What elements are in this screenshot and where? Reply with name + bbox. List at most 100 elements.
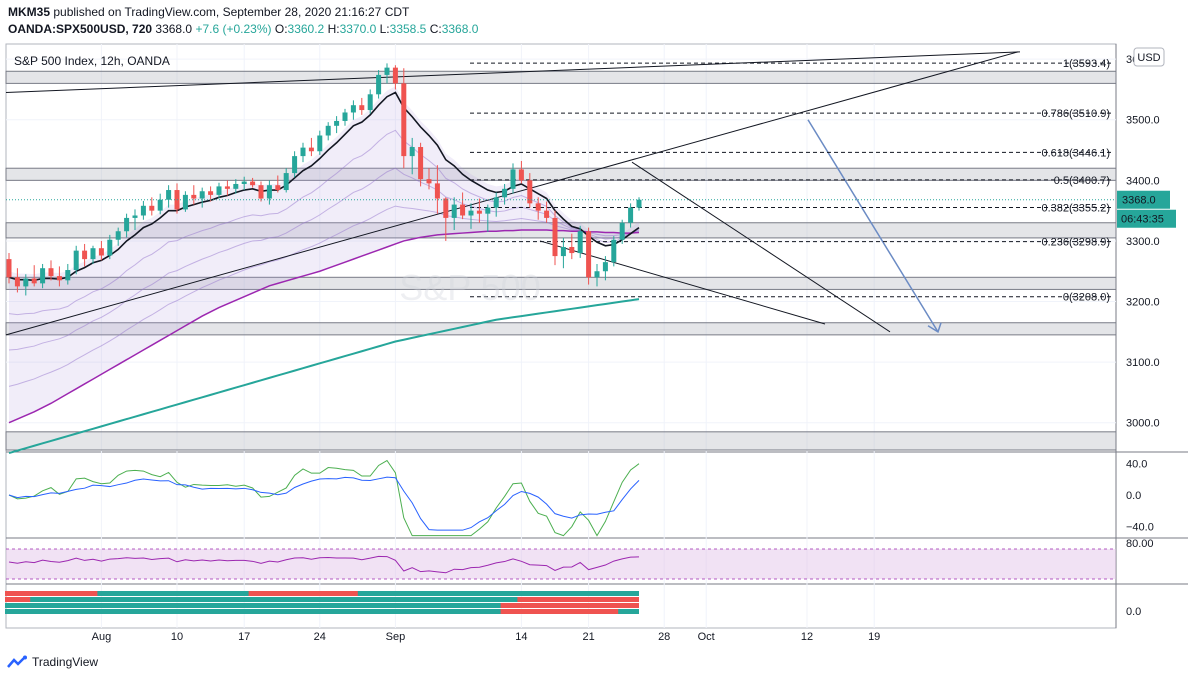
trend-bar-segment — [30, 597, 60, 602]
price-tick-label: 3200.0 — [1126, 297, 1160, 309]
candle-body — [82, 250, 88, 260]
time-tick-label: 10 — [171, 631, 183, 643]
candle-body — [560, 247, 566, 257]
projection-arrow-head — [927, 322, 942, 333]
ema-fast-line — [8, 91, 640, 282]
rising-trendline — [5, 51, 1019, 336]
upper-channel-line — [5, 51, 1021, 93]
candle-body — [468, 210, 474, 216]
time-tick-label: 21 — [582, 631, 594, 643]
candle-body — [636, 199, 642, 208]
trend-bar-segment — [5, 597, 35, 602]
time-axis[interactable]: Aug 10 17 24 Sep 14 21 28 Oct 12 19 — [92, 631, 881, 643]
quote-line: OANDA:SPX500USD, 720 3368.0 +7.6 (+0.23%… — [8, 21, 478, 38]
rsi-band — [6, 549, 1116, 579]
fibonacci-retracement[interactable]: 1(3593.4) 0.786(3510.9) 0.618(3446.1) 0.5(3… — [470, 58, 1112, 304]
high-label: H: — [327, 22, 340, 36]
candle-body — [107, 239, 113, 256]
candle-body — [527, 180, 533, 204]
candle-body — [115, 231, 121, 240]
time-tick-label: 19 — [868, 631, 880, 643]
author-name[interactable]: MKM35 — [8, 5, 51, 19]
last-price-badge-text: 3368.0 — [1122, 195, 1156, 207]
price-tick-label: 3300.0 — [1126, 236, 1160, 248]
high-value: 3370.0 — [339, 22, 377, 36]
price-change: +7.6 (+0.23%) — [195, 22, 272, 36]
trend-bar-segment — [517, 597, 639, 602]
close-value: 3368.0 — [441, 22, 479, 36]
oscillator-tick-label: 40.0 — [1126, 459, 1147, 471]
candle-body — [418, 147, 424, 180]
candle-body — [317, 135, 323, 152]
candle-body — [275, 185, 281, 191]
falling-wedge-upper-line — [631, 161, 891, 333]
candle-body — [552, 217, 558, 257]
time-tick-label: Sep — [386, 631, 406, 643]
price-axis[interactable]: 3000.03100.03200.03300.03400.03500.03600… — [1117, 47, 1176, 430]
candle-body — [90, 248, 96, 260]
candle-body — [569, 247, 575, 254]
oscillator-line-blue — [8, 476, 640, 531]
candle-body — [535, 203, 541, 211]
candle-body — [250, 181, 256, 186]
candle-body — [224, 186, 230, 189]
candle-body — [476, 210, 482, 214]
trend-bar-segment — [357, 591, 639, 596]
fib-level-label: 0.236(3298.9) — [1042, 237, 1111, 249]
candle-body — [434, 183, 440, 199]
candle-body — [325, 125, 331, 136]
candle-body — [611, 239, 617, 263]
candle-body — [628, 207, 634, 223]
low-value: 3358.5 — [389, 22, 427, 36]
candlesticks — [6, 63, 1116, 296]
candle-body — [56, 276, 62, 281]
tradingview-logo-icon — [7, 655, 27, 668]
rsi-tick-label: 80.00 — [1126, 538, 1154, 550]
fib-level-label: 0.618(3446.1) — [1042, 147, 1111, 159]
ribbon-line — [8, 205, 640, 387]
moving-averages — [8, 91, 640, 454]
symbol-watermark: S&P 500 — [399, 267, 540, 308]
candle-body — [140, 205, 146, 216]
symbol-label[interactable]: OANDA:SPX500USD, 720 — [8, 22, 153, 36]
oscillator-tick-label: −40.0 — [1126, 521, 1154, 533]
candle-body — [334, 120, 340, 126]
trend-bar-segment — [500, 597, 522, 602]
plot-border — [5, 43, 1117, 629]
candle-body — [502, 188, 508, 198]
candle-body — [401, 83, 407, 157]
candle-body — [292, 156, 298, 174]
last-price-badge — [1117, 190, 1170, 209]
fib-level-label: 0(3208.0) — [1063, 292, 1110, 304]
fib-level-label: 1(3593.4) — [1063, 58, 1110, 70]
candle-body — [166, 190, 172, 200]
price-tick-label: 3000.0 — [1126, 418, 1160, 430]
candle-body — [23, 278, 29, 287]
ma-purple-line — [8, 229, 640, 424]
candle-body — [602, 262, 608, 272]
rsi-line — [8, 555, 640, 574]
tradingview-brand[interactable]: TradingView — [32, 655, 99, 669]
candle-body — [149, 205, 155, 211]
candle-body — [40, 268, 46, 284]
trend-bar-segment — [500, 609, 623, 614]
candle-body — [384, 67, 390, 75]
time-tick-label: 14 — [515, 631, 527, 643]
time-tick-label: 28 — [658, 631, 670, 643]
ribbon-line — [8, 129, 640, 316]
candle-body — [586, 231, 592, 278]
fib-level-label: 0.382(3355.2) — [1042, 202, 1111, 214]
candle-body — [518, 169, 524, 181]
candle-body — [124, 217, 130, 232]
currency-label: USD — [1137, 52, 1160, 64]
bar-tick-label: 0.0 — [1126, 606, 1141, 618]
candle-body — [376, 74, 382, 95]
publish-info: published on TradingView.com, September … — [50, 5, 410, 19]
candle-body — [460, 204, 466, 216]
candle-body — [266, 185, 272, 199]
candle-body — [241, 181, 247, 184]
trend-bar-segment — [5, 609, 505, 614]
candle-body — [300, 147, 306, 157]
candle-body — [199, 191, 205, 199]
